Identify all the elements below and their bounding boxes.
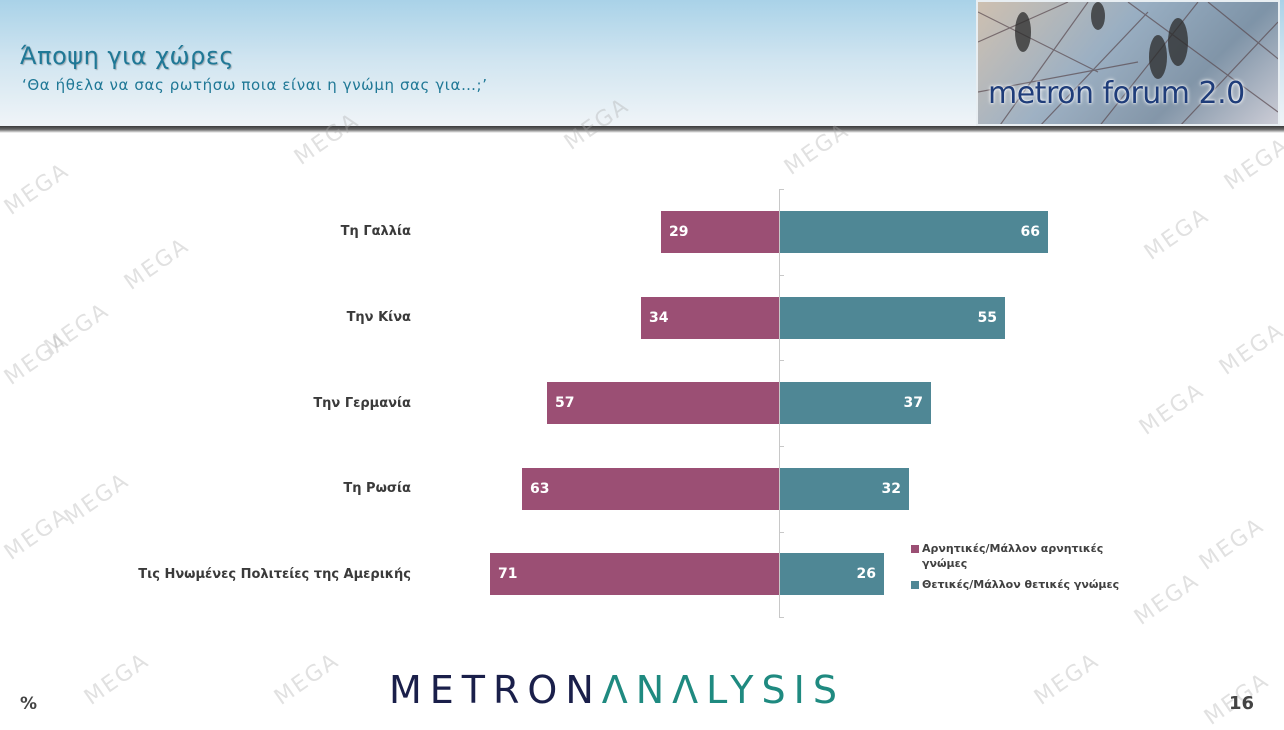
axis-tick: [779, 275, 784, 276]
legend-swatch-positive-icon: [911, 581, 919, 589]
logo-text: metron forum 2.0: [988, 76, 1245, 111]
bar-negative: 71: [490, 553, 779, 595]
brand-part-2: ΛNΛLYSIS: [601, 668, 845, 712]
axis-tick: [779, 189, 784, 190]
bar-value: 63: [530, 481, 550, 497]
watermark: MEGA: [1130, 568, 1205, 631]
bar-negative: 29: [661, 211, 779, 253]
bar-value: 71: [498, 566, 518, 582]
watermark: MEGA: [80, 648, 155, 711]
bar-positive: 55: [780, 297, 1005, 339]
bar-positive: 66: [780, 211, 1048, 253]
watermark: MEGA: [40, 298, 115, 361]
axis-tick: [779, 360, 784, 361]
bar-value: 26: [856, 566, 876, 582]
watermark: MEGA: [0, 158, 75, 221]
category-label: Τη Ρωσία: [343, 481, 411, 496]
bar-positive: 26: [780, 553, 884, 595]
page-number: 16: [1228, 693, 1254, 714]
category-label: Την Γερμανία: [313, 396, 411, 411]
watermark: MEGA: [1140, 203, 1215, 266]
bar-value: 29: [669, 224, 689, 240]
legend-label: Θετικές/Μάλλον θετικές γνώμες: [922, 578, 1120, 591]
bar-value: 32: [881, 481, 901, 497]
category-label: Τις Ηνωμένες Πολιτείες της Αμερικής: [138, 567, 411, 582]
legend-swatch-negative-icon: [911, 545, 919, 553]
legend-label: Αρνητικές/Μάλλον αρνητικές γνώμες: [922, 542, 1104, 570]
watermark: MEGA: [60, 468, 135, 531]
slide-subtitle: ‘Θα ήθελα να σας ρωτήσω ποια είναι η γνώ…: [22, 76, 488, 94]
metron-forum-logo: metron forum 2.0: [976, 0, 1280, 126]
bar-value: 37: [903, 395, 923, 411]
watermark: MEGA: [0, 328, 75, 391]
brand-part-1: METRON: [389, 668, 602, 712]
watermark: MEGA: [1195, 513, 1270, 576]
bar-positive: 37: [780, 382, 931, 424]
legend-item-negative: Αρνητικές/Μάλλον αρνητικές γνώμες: [911, 541, 1121, 571]
chart-legend: Αρνητικές/Μάλλον αρνητικές γνώμες Θετικέ…: [911, 541, 1121, 598]
axis-tick: [779, 617, 784, 618]
axis-tick: [779, 446, 784, 447]
watermark: MEGA: [1030, 648, 1105, 711]
unit-label: %: [20, 694, 38, 714]
slide-title: Άποψη για χώρες: [20, 42, 234, 70]
category-label: Την Κίνα: [346, 310, 411, 325]
watermark: MEGA: [270, 648, 345, 711]
bar-value: 34: [649, 310, 669, 326]
watermark: MEGA: [1220, 133, 1284, 196]
axis-tick: [779, 532, 784, 533]
header-divider: [0, 126, 1284, 133]
legend-item-positive: Θετικές/Μάλλον θετικές γνώμες: [911, 577, 1121, 592]
watermark: MEGA: [1135, 378, 1210, 441]
category-label: Τη Γαλλία: [340, 224, 411, 239]
bar-value: 55: [977, 310, 997, 326]
logo-photo-pattern-icon: [978, 2, 1278, 124]
metron-analysis-logo: METRONΛNΛLYSIS: [389, 668, 845, 712]
bar-value: 57: [555, 395, 575, 411]
bar-negative: 57: [547, 382, 779, 424]
watermark: MEGA: [1215, 318, 1284, 381]
watermark: MEGA: [120, 233, 195, 296]
bar-positive: 32: [780, 468, 909, 510]
bar-negative: 34: [641, 297, 779, 339]
bar-value: 66: [1020, 224, 1040, 240]
bar-negative: 63: [522, 468, 779, 510]
watermark: MEGA: [0, 503, 75, 566]
